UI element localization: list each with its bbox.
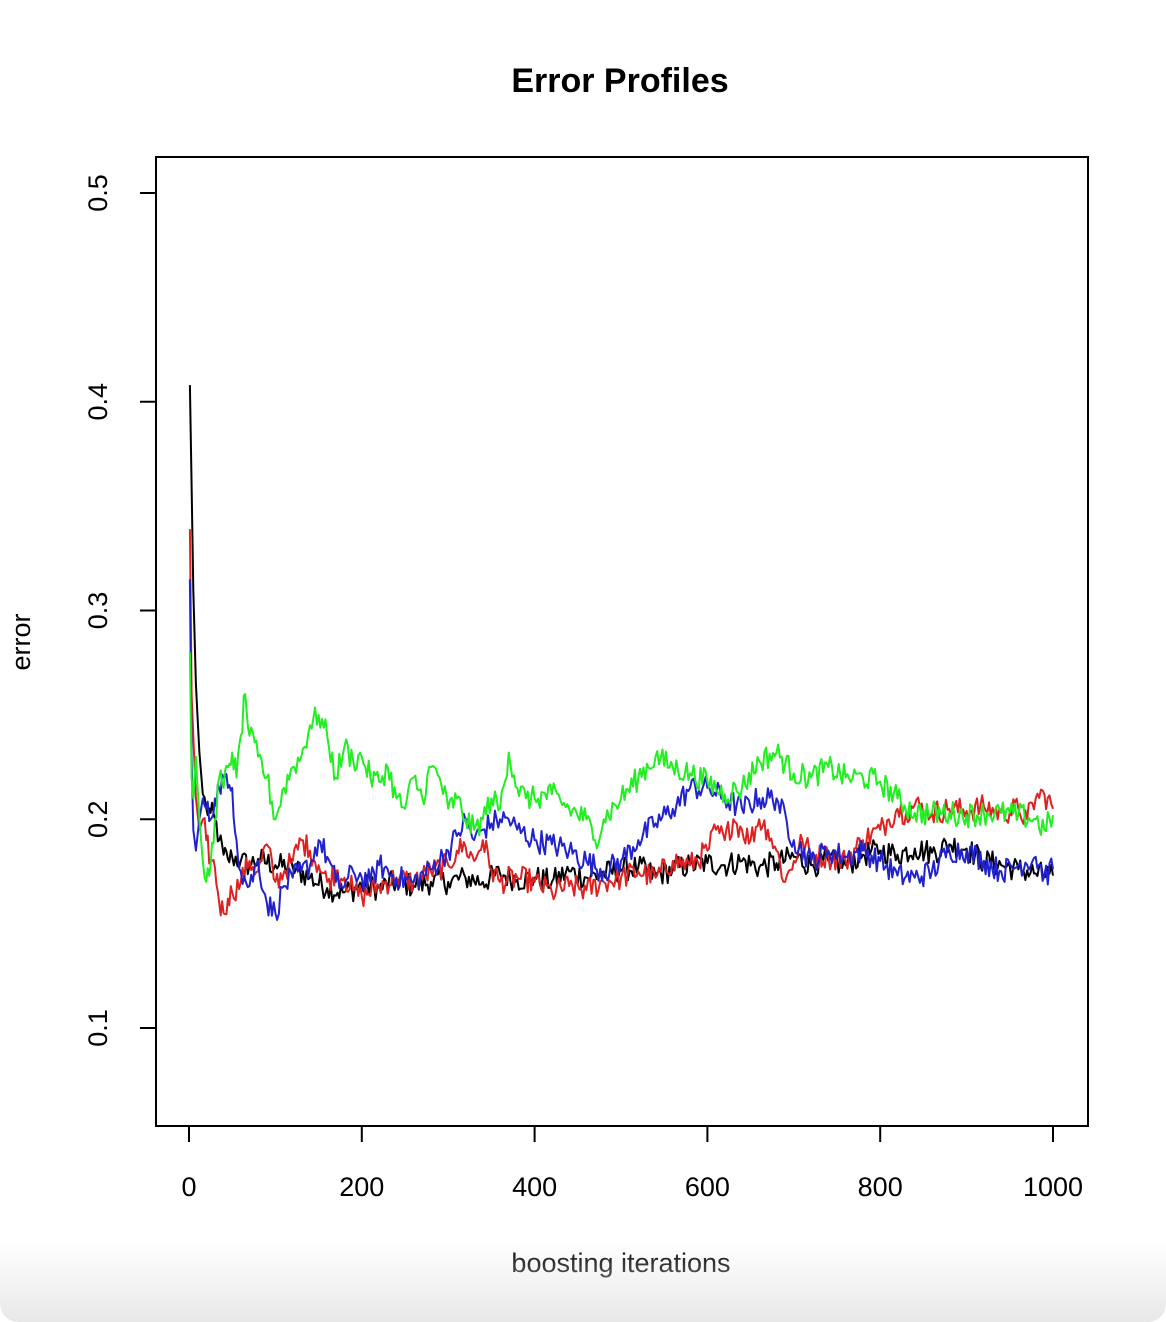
x-tick-label: 600	[685, 1172, 730, 1202]
x-axis: 0 200 400 600 800 1000	[181, 1125, 1083, 1202]
series-line-4	[188, 652, 1054, 883]
y-tick-label: 0.5	[83, 174, 113, 212]
y-axis-title: error	[6, 613, 36, 670]
y-tick-label: 0.3	[83, 592, 113, 630]
x-tick-label: 200	[339, 1172, 384, 1202]
chart-title: Error Profiles	[511, 62, 728, 100]
x-axis-title: boosting iterations	[511, 1248, 730, 1278]
plot-frame	[155, 156, 1089, 1127]
y-axis: 0.1 0.2 0.3 0.4 0.5	[83, 174, 157, 1047]
y-tick-label: 0.2	[83, 800, 113, 838]
series-line-2	[188, 529, 1054, 917]
x-tick-label: 800	[858, 1172, 903, 1202]
y-tick-label: 0.1	[83, 1009, 113, 1047]
x-tick-label: 400	[512, 1172, 557, 1202]
series-layer	[188, 385, 1054, 921]
x-tick-label: 0	[181, 1172, 196, 1202]
series-line-3	[188, 579, 1054, 921]
y-tick-label: 0.4	[83, 383, 113, 421]
x-tick-label: 1000	[1023, 1172, 1083, 1202]
series-line-1	[188, 385, 1054, 903]
